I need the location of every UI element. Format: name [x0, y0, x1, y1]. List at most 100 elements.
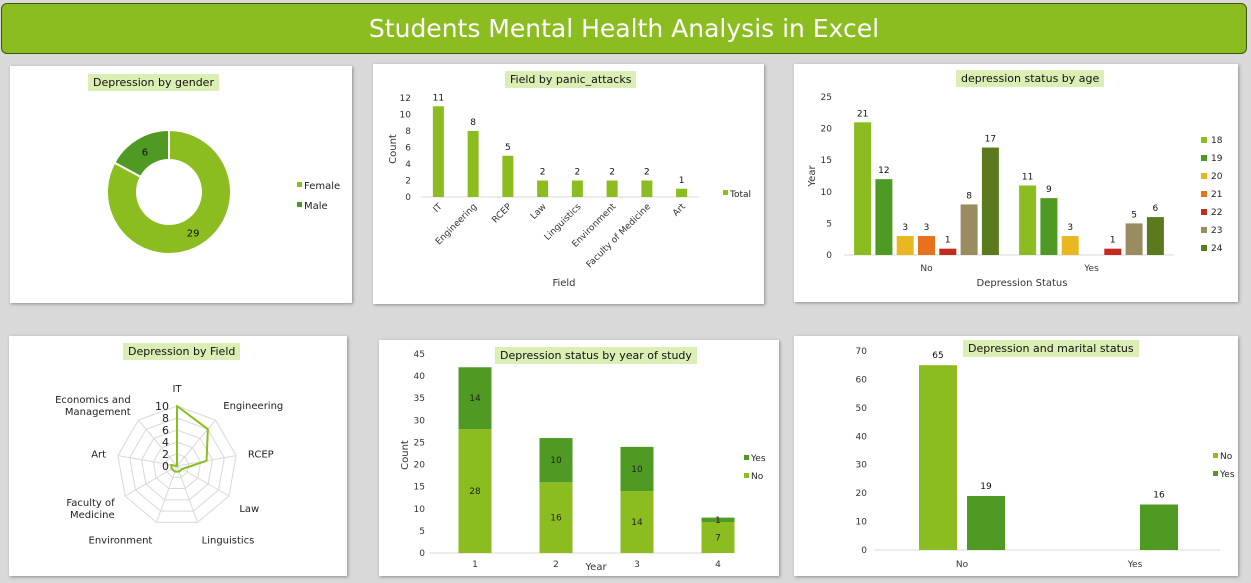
- gender-chart-panel[interactable]: Depression by gender 29 6 Female Male: [10, 66, 352, 303]
- data-label: 1: [945, 236, 951, 246]
- category-label: Linguistics: [202, 536, 255, 547]
- x-tick-label: Faculty of Medicine: [585, 202, 654, 271]
- radar-grid-ring: [117, 405, 237, 523]
- y-tick-label: 12: [400, 94, 411, 104]
- category-label: Economics and: [55, 395, 131, 406]
- marital-chart-panel[interactable]: Depression and marital status 0 10 20 30 40 5…: [794, 336, 1238, 576]
- data-label: 5: [1131, 210, 1137, 220]
- bar: [1019, 185, 1037, 255]
- radar-spoke: [138, 419, 178, 467]
- bar: [967, 495, 1005, 550]
- category-label: Law: [239, 504, 259, 515]
- bar: [467, 131, 479, 197]
- bar: [854, 122, 872, 255]
- bar: [1140, 504, 1178, 550]
- bar: [1146, 217, 1164, 255]
- category-label: Faculty of: [66, 498, 115, 509]
- data-label: 3: [902, 223, 908, 233]
- radar-spoke: [156, 465, 178, 523]
- field-chart-panel[interactable]: Depression by Field 0 2 4 6 8 10 IT Engineering…: [9, 336, 347, 576]
- legend-label: Male: [304, 201, 328, 212]
- legend-swatch: [1201, 137, 1207, 143]
- data-label: 12: [878, 166, 889, 176]
- bar: [939, 248, 957, 255]
- y-axis-label: Year: [807, 165, 818, 188]
- y-tick-label: 25: [821, 93, 832, 103]
- r-tick-label: 6: [162, 424, 169, 437]
- year-stacked-bar-chart: 051015202530354045281411610214103714Coun…: [400, 350, 766, 573]
- legend-swatch: [1201, 155, 1207, 161]
- dashboard-header: Students Mental Health Analysis in Excel: [1, 3, 1247, 54]
- data-label: 16: [550, 514, 562, 524]
- marital-bar-chart: 0 10 20 30 40 50 60 70 65 19 No 16 Yes No Yes: [856, 347, 1235, 570]
- y-tick-label: 15: [821, 156, 832, 166]
- y-tick-label: 5: [826, 219, 832, 229]
- year-chart-panel[interactable]: Depression status by year of study 0 5 10 1…: [379, 340, 779, 576]
- data-label: 16: [1153, 491, 1165, 501]
- category-label: Environment: [89, 536, 153, 547]
- category-label: Engineering: [223, 401, 283, 412]
- legend-swatch: [1201, 245, 1207, 251]
- bar: [918, 236, 935, 255]
- y-tick-label: 15: [414, 483, 425, 493]
- y-tick-label: 10: [400, 111, 412, 121]
- legend-label: 18: [1211, 136, 1223, 146]
- bar: [896, 236, 914, 255]
- data-label: 7: [715, 534, 721, 544]
- y-tick-label: 2: [405, 177, 411, 187]
- bar: [537, 180, 549, 197]
- category-label: Art: [91, 449, 106, 460]
- x-tick-label: IT: [432, 202, 445, 215]
- y-tick-label: 40: [856, 432, 868, 442]
- bar: [919, 365, 957, 550]
- x-axis-label: Depression Status: [977, 278, 1068, 289]
- r-tick-label: 0: [162, 460, 169, 473]
- bar: [432, 106, 444, 197]
- legend-label: Yes: [750, 454, 766, 464]
- donut-slice: [106, 128, 232, 255]
- y-tick-label: 45: [414, 350, 425, 360]
- age-chart-panel[interactable]: depression status by age 0 5 10 15 20 25 21 12 3…: [794, 64, 1238, 302]
- data-label: 2: [540, 168, 546, 178]
- radar-spoke: [117, 455, 178, 467]
- data-label: 8: [470, 118, 476, 128]
- data-label: 6: [142, 148, 148, 159]
- category-label: Management: [65, 407, 131, 418]
- y-tick-label: 6: [405, 144, 411, 154]
- y-tick-label: 30: [856, 461, 868, 471]
- y-axis-label: Count: [400, 440, 411, 470]
- legend-label: Yes: [1219, 470, 1235, 480]
- legend-label: 22: [1211, 208, 1222, 218]
- x-tick-label: Yes: [1083, 264, 1099, 274]
- x-axis-label: Field: [552, 278, 575, 289]
- bar: [571, 180, 583, 197]
- y-tick-label: 0: [405, 193, 411, 203]
- panic-chart-panel[interactable]: Field by panic_attacks 0 2 4 6 8 10 12 11 IT 8 Eng…: [373, 64, 764, 304]
- bar: [1125, 223, 1143, 255]
- bar-segment: [620, 446, 654, 492]
- y-tick-label: 70: [856, 347, 868, 357]
- y-tick-label: 50: [856, 404, 868, 414]
- x-tick-label: Art: [671, 202, 688, 219]
- r-tick-label: 4: [162, 436, 169, 449]
- data-label: 10: [550, 456, 562, 466]
- y-tick-label: 60: [856, 375, 868, 385]
- data-label: 3: [924, 223, 930, 233]
- y-tick-label: 0: [419, 549, 425, 559]
- y-tick-label: 10: [821, 188, 833, 198]
- legend-label: 19: [1211, 154, 1223, 164]
- data-label: 11: [433, 93, 444, 103]
- y-tick-label: 4: [405, 160, 411, 170]
- bar: [1104, 248, 1122, 255]
- legend-swatch: [1201, 191, 1207, 197]
- legend-swatch: [297, 202, 302, 207]
- x-tick-label: No: [920, 264, 933, 274]
- legend-swatch: [723, 190, 728, 195]
- category-label: IT: [172, 384, 182, 395]
- y-tick-label: 0: [826, 251, 832, 261]
- legend-label: 23: [1211, 226, 1222, 236]
- x-tick-label: 2: [553, 560, 559, 570]
